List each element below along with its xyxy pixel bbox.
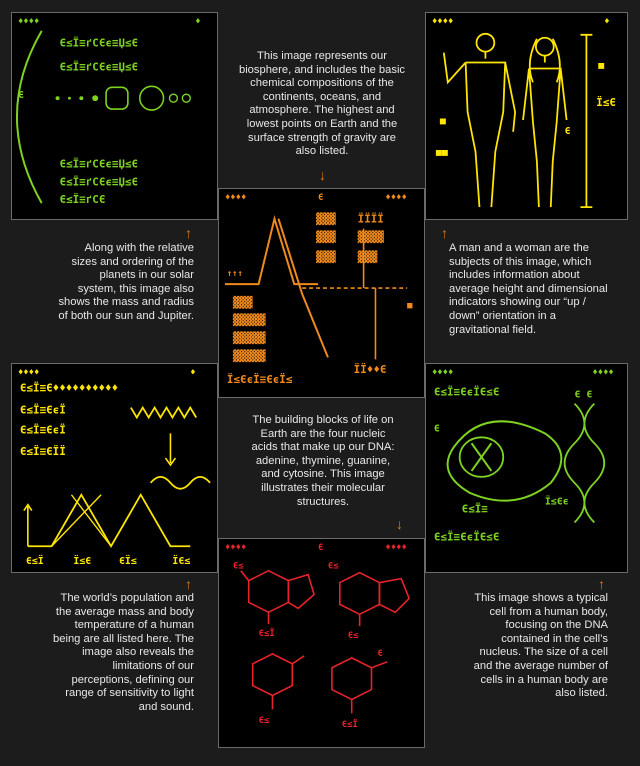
humans-caption: A man and a woman are the subjects of th… (449, 242, 608, 336)
svg-text:Є≤Ї≡ґϹЄϵ≡Џ≤Є: Є≤Ї≡ґϹЄϵ≡Џ≤Є (60, 36, 139, 50)
svg-text:Є: Є (377, 649, 382, 659)
svg-text:Є≤Ї: Є≤Ї (26, 553, 44, 567)
svg-text:Є≤Ї≡ЄϵЇ: Є≤Ї≡ЄϵЇ (20, 403, 66, 417)
svg-text:Є≤: Є≤ (259, 716, 270, 726)
svg-text:Є≤Ї≡Є♦♦♦♦♦♦♦♦♦♦: Є≤Ї≡Є♦♦♦♦♦♦♦♦♦♦ (20, 381, 118, 395)
population-glyph-image: ♦♦♦♦ ♦ Є≤Ї≡Є♦♦♦♦♦♦♦♦♦♦ Є≤Ї≡ЄϵЇ Є≤Ї≡ЄϵЇ Є… (18, 368, 211, 567)
svg-text:Ї≤Є: Ї≤Є (596, 95, 616, 109)
cell-panel: ♦♦♦♦ ♦♦♦♦ Є≤Ї≡ЄϵЇЄ≤Є Є Є Є Є≤Ї≡ Ї≤Єϵ Є≤Ї… (425, 363, 628, 573)
population-caption: The world’s population and the average m… (53, 592, 194, 713)
svg-text:▓▓▓: ▓▓▓ (316, 249, 336, 263)
svg-text:♦♦♦♦: ♦♦♦♦ (385, 193, 406, 203)
humans-arrow-up-icon: ↑ (441, 225, 448, 241)
svg-text:↑↑↑: ↑↑↑ (227, 269, 243, 279)
svg-text:Є: Є (318, 193, 323, 203)
svg-text:Є≤Ї≡ЄϵЇЄ≤Є: Є≤Ї≡ЄϵЇЄ≤Є (434, 385, 499, 399)
svg-text:♦: ♦ (604, 17, 609, 27)
population-arrow-up-icon: ↑ (185, 576, 192, 592)
svg-text:♦: ♦ (195, 17, 200, 27)
svg-text:Є: Є (18, 90, 24, 101)
svg-text:Є≤Ї≡ґϹЄϵ≡Џ≤Є: Є≤Ї≡ґϹЄϵ≡Џ≤Є (60, 174, 139, 188)
svg-text:▓▓▓: ▓▓▓ (358, 249, 378, 263)
svg-text:Ї≤ЄϵЇ≡ЄϵЇ≤: Ї≤ЄϵЇ≡ЄϵЇ≤ (227, 372, 293, 386)
svg-text:■: ■ (440, 116, 446, 127)
svg-text:Є≤: Є≤ (348, 631, 359, 641)
biosphere-caption: This image represents our biosphere, and… (238, 50, 406, 158)
svg-text:▓▓▓▓▓: ▓▓▓▓▓ (233, 313, 266, 327)
planets-panel: ♦♦♦♦ ♦ Є Є≤Ї≡ґϹЄϵ≡Џ≤Є Є≤Ї≡ґϹЄϵ≡Џ≤Є Є≤Ї≡ґ… (11, 12, 218, 220)
svg-text:Ї≤Є: Ї≤Є (73, 553, 91, 567)
svg-text:Є: Є (565, 126, 571, 137)
svg-text:Є≤: Є≤ (328, 562, 339, 572)
svg-text:Є≤: Є≤ (233, 562, 244, 572)
svg-text:■■: ■■ (436, 148, 448, 159)
nucleic-caption: The building blocks of life on Earth are… (251, 414, 395, 508)
cell-caption: This image shows a typical cell from a h… (473, 592, 608, 700)
biosphere-arrow-down-icon: ↓ (319, 167, 326, 183)
svg-text:ЄЇ≤: ЄЇ≤ (119, 553, 137, 567)
nucleic-glyph-image: ♦♦♦♦ Є ♦♦♦♦ Є≤ Є≤ Є≤Ї Є≤ Є≤ Є≤Ї Є (225, 543, 411, 730)
planets-glyph-image: ♦♦♦♦ ♦ Є Є≤Ї≡ґϹЄϵ≡Џ≤Є Є≤Ї≡ґϹЄϵ≡Џ≤Є Є≤Ї≡ґ… (15, 17, 201, 206)
svg-text:Є≤Ї: Є≤Ї (259, 628, 275, 639)
svg-text:▓▓▓▓▓: ▓▓▓▓▓ (233, 348, 266, 362)
svg-text:♦♦♦♦: ♦♦♦♦ (225, 543, 246, 553)
svg-text:ЇЇ♦♦Є: ЇЇ♦♦Є (354, 362, 387, 376)
svg-text:Є≤Ї≡: Є≤Ї≡ (462, 502, 489, 516)
biosphere-panel: ♦♦♦♦ Є ♦♦♦♦ ▓▓▓ ЇЇЇЇ ▓▓▓ ▓▓▓▓ ▓▓▓ ▓▓▓ ↑↑… (218, 188, 425, 398)
svg-text:▓▓▓: ▓▓▓ (233, 295, 253, 309)
svg-text:Є≤Ї≡ґϹЄϵ≡Џ≤Є: Є≤Ї≡ґϹЄϵ≡Џ≤Є (60, 156, 139, 170)
svg-text:♦♦♦♦: ♦♦♦♦ (432, 368, 453, 378)
svg-text:▓▓▓: ▓▓▓ (316, 212, 336, 226)
biosphere-glyph-image: ♦♦♦♦ Є ♦♦♦♦ ▓▓▓ ЇЇЇЇ ▓▓▓ ▓▓▓▓ ▓▓▓ ▓▓▓ ↑↑… (224, 193, 413, 386)
svg-text:Є: Є (434, 423, 440, 434)
planets-caption: Along with the relative sizes and orderi… (58, 242, 194, 322)
svg-text:Є≤Ї≡ґϹЄ: Є≤Ї≡ґϹЄ (60, 192, 106, 206)
svg-text:Ї≤Єϵ: Ї≤Єϵ (545, 494, 569, 508)
svg-text:Є≤Ї≡ЄϵЇ: Є≤Ї≡ЄϵЇ (20, 422, 66, 436)
svg-text:▓▓▓▓▓: ▓▓▓▓▓ (233, 331, 266, 345)
svg-text:Є≤Ї≡ґϹЄϵ≡Џ≤Є: Є≤Ї≡ґϹЄϵ≡Џ≤Є (60, 59, 139, 73)
svg-text:♦♦♦♦: ♦♦♦♦ (18, 17, 39, 27)
svg-text:Є≤Ї≡ЄϵЇЄ≤Є: Є≤Ї≡ЄϵЇЄ≤Є (434, 529, 499, 543)
nucleic-arrow-down-icon: ↓ (396, 516, 403, 532)
svg-text:ЇЇЇЇ: ЇЇЇЇ (358, 212, 384, 226)
svg-text:Є≤Ї≡ЄЇЇ: Є≤Ї≡ЄЇЇ (20, 444, 66, 458)
cell-arrow-up-icon: ↑ (598, 576, 605, 592)
svg-text:■: ■ (407, 301, 413, 311)
svg-text:Є≤Ї: Є≤Ї (342, 719, 358, 730)
svg-text:Є Є: Є Є (575, 390, 593, 401)
svg-text:♦♦♦♦: ♦♦♦♦ (592, 368, 613, 378)
svg-text:▓▓▓▓: ▓▓▓▓ (358, 230, 385, 244)
svg-text:♦: ♦ (190, 368, 195, 378)
svg-text:♦♦♦♦: ♦♦♦♦ (385, 543, 406, 553)
svg-text:ЇЄ≤: ЇЄ≤ (172, 553, 190, 567)
humans-panel: ♦♦♦♦ ♦ Ї≤Є Є ■ ■■ ■ (425, 12, 628, 220)
svg-text:■: ■ (598, 60, 604, 71)
humans-glyph-image: ♦♦♦♦ ♦ Ї≤Є Є ■ ■■ ■ (432, 17, 616, 208)
svg-text:♦♦♦♦: ♦♦♦♦ (225, 193, 246, 203)
svg-text:▓▓▓: ▓▓▓ (316, 230, 336, 244)
svg-text:♦♦♦♦: ♦♦♦♦ (432, 17, 453, 27)
svg-text:Є: Є (318, 543, 323, 553)
svg-text:♦♦♦♦: ♦♦♦♦ (18, 368, 39, 378)
nucleic-panel: ♦♦♦♦ Є ♦♦♦♦ Є≤ Є≤ Є≤Ї Є≤ Є≤ Є≤Ї Є (218, 538, 425, 748)
population-panel: ♦♦♦♦ ♦ Є≤Ї≡Є♦♦♦♦♦♦♦♦♦♦ Є≤Ї≡ЄϵЇ Є≤Ї≡ЄϵЇ Є… (11, 363, 218, 573)
planets-arrow-up-icon: ↑ (185, 225, 192, 241)
cell-glyph-image: ♦♦♦♦ ♦♦♦♦ Є≤Ї≡ЄϵЇЄ≤Є Є Є Є Є≤Ї≡ Ї≤Єϵ Є≤Ї… (432, 368, 614, 543)
